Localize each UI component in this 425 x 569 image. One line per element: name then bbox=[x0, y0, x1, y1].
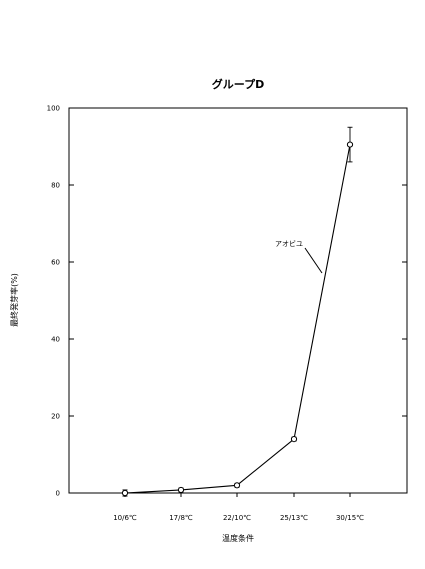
x-tick-label: 30/15℃ bbox=[336, 514, 364, 522]
annotation-leader-line bbox=[304, 247, 323, 274]
x-axis: 10/6℃ 17/8℃ 22/10℃ 25/13℃ 30/15℃ bbox=[113, 493, 364, 522]
y-axis-label: 最終発芽率(%) bbox=[9, 273, 19, 327]
y-tick-label: 80 bbox=[51, 182, 60, 190]
data-point-marker bbox=[290, 436, 298, 443]
data-point-marker bbox=[346, 141, 354, 148]
data-point-marker bbox=[233, 482, 241, 489]
y-axis: 0 20 40 60 80 100 bbox=[47, 105, 407, 498]
x-tick-label: 10/6℃ bbox=[113, 514, 137, 522]
series-annotation-label: アオビユ bbox=[275, 239, 303, 248]
x-tick-label: 17/8℃ bbox=[169, 514, 193, 522]
y-tick-label: 20 bbox=[51, 413, 60, 421]
y-tick-label: 60 bbox=[51, 259, 60, 267]
series-line bbox=[124, 144, 351, 494]
data-point-marker bbox=[177, 486, 185, 494]
data-point-marker bbox=[121, 489, 129, 497]
plot-frame bbox=[68, 107, 408, 494]
x-tick-label: 22/10℃ bbox=[223, 514, 251, 522]
y-tick-label: 100 bbox=[47, 105, 60, 113]
y-tick-label: 0 bbox=[56, 490, 60, 498]
x-axis-label: 温度条件 bbox=[222, 533, 254, 543]
x-tick-label: 25/13℃ bbox=[280, 514, 308, 522]
chart-title: グループD bbox=[212, 77, 264, 91]
y-tick-label: 40 bbox=[51, 336, 60, 344]
series-layer bbox=[121, 126, 354, 497]
